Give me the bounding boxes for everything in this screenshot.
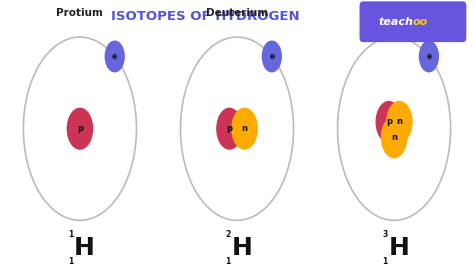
Text: 2: 2: [225, 230, 230, 239]
Circle shape: [387, 102, 412, 142]
Text: p: p: [77, 124, 83, 133]
Circle shape: [217, 108, 242, 149]
Text: n: n: [391, 133, 397, 142]
Text: Deuterium: Deuterium: [206, 8, 268, 18]
Text: H: H: [388, 236, 409, 260]
Text: 1: 1: [68, 230, 73, 239]
Text: oo: oo: [413, 17, 428, 27]
Text: ISOTOPES OF HYDROGEN: ISOTOPES OF HYDROGEN: [111, 10, 300, 23]
Circle shape: [419, 41, 438, 72]
Text: p: p: [386, 118, 392, 126]
Text: H: H: [74, 236, 95, 260]
Text: 3: 3: [382, 230, 387, 239]
Text: 1: 1: [68, 257, 73, 266]
Text: 1: 1: [382, 257, 387, 266]
Text: e: e: [112, 52, 118, 61]
Circle shape: [263, 41, 281, 72]
Circle shape: [382, 117, 407, 158]
Circle shape: [376, 102, 401, 142]
Text: H: H: [231, 236, 252, 260]
Text: teach: teach: [378, 17, 413, 27]
Text: Protium: Protium: [56, 8, 103, 18]
Text: 1: 1: [225, 257, 230, 266]
Circle shape: [67, 108, 92, 149]
Text: p: p: [227, 124, 232, 133]
Text: e: e: [269, 52, 274, 61]
Text: Tritium: Tritium: [373, 8, 415, 18]
Circle shape: [232, 108, 257, 149]
FancyBboxPatch shape: [359, 1, 466, 42]
Text: n: n: [396, 118, 402, 126]
Text: e: e: [426, 52, 431, 61]
Circle shape: [105, 41, 124, 72]
Text: n: n: [242, 124, 247, 133]
